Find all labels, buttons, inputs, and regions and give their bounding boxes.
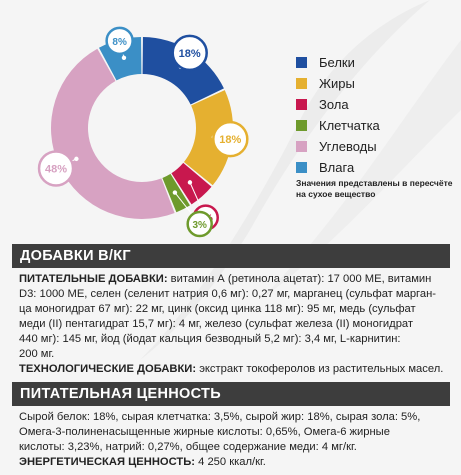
leader-dot-ash [187,180,193,185]
energy-line: ЭНЕРГЕТИЧЕСКАЯ ЦЕННОСТЬ: 4 250 ккал/кг. [19,455,449,470]
nutritional-additives-line-6: 200 мг. [19,348,55,360]
badge-carbs [37,150,75,187]
badge-label-fiber: 3% [192,220,207,231]
legend-label-fat: Жиры [319,75,355,91]
nutritional-additives-text-1: витамин А (ретинола ацетат): 17 000 МЕ, … [170,273,432,285]
additives-text: ПИТАТЕЛЬНЫЕ ДОБАВКИ: витамин А (ретинола… [19,272,449,377]
legend-label-carbs: Углеводы [319,138,377,154]
nutritional-additives-line-1: ПИТАТЕЛЬНЫЕ ДОБАВКИ: витамин А (ретинола… [19,272,449,287]
legend-item-fat: Жиры [296,73,380,93]
nutritional-additives-title: ПИТАТЕЛЬНЫЕ ДОБАВКИ: [19,273,168,285]
tech-additives-text: экстракт токоферолов из растительных мас… [199,363,444,375]
badge-label-fat: 18% [219,134,241,146]
legend-swatch-moisture [296,161,307,173]
badge-label-moisture: 8% [112,37,127,48]
legend-label-moisture: Влага [319,159,355,175]
legend-item-carbs: Углеводы [296,136,380,156]
nutritional-additives-line-4: меди (II) пентагидрат 15,7 мг): 4 мг, же… [19,318,414,330]
nutrition-line-1: Сырой белок: 18%, сырая клетчатка: 3,5%,… [19,411,421,423]
badge-fat [212,120,249,158]
nutrition-header: ПИТАТЕЛЬНАЯ ЦЕННОСТЬ [12,382,450,406]
energy-title: ЭНЕРГЕТИЧЕСКАЯ ЦЕННОСТЬ: [19,456,195,468]
legend: Белки Жиры Зола Клетчатка Углеводы Влага [296,52,380,178]
legend-swatch-carbs [296,140,307,152]
legend-swatch-protein [296,56,307,68]
legend-item-fiber: Клетчатка [296,115,380,135]
tech-additives-title: ТЕХНОЛОГИЧЕСКИЕ ДОБАВКИ: [19,363,197,375]
nutritional-additives-line-3: ца моногидрат 67 мг): 22 мг, цинк (оксид… [19,303,416,315]
nutrition-text: Сырой белок: 18%, сырая клетчатка: 3,5%,… [19,410,449,470]
legend-label-ash: Зола [319,96,349,112]
badge-protein [171,34,208,72]
legend-item-moisture: Влага [296,157,380,177]
legend-item-ash: Зола [296,94,380,114]
additives-header: ДОБАВКИ В/КГ [12,244,450,268]
slice-protein [142,37,224,105]
slice-carbs [51,48,175,220]
legend-label-fiber: Клетчатка [319,117,380,133]
nutrition-line-3: кислоты: 3,23%, натрий: 0,27%, общее сод… [19,441,357,453]
badge-fiber [186,210,213,238]
leader-dot-moisture [121,55,127,60]
badge-moisture [105,26,134,56]
slice-fat [183,90,233,186]
legend-label-protein: Белки [319,54,355,70]
leader-dot-fiber [172,190,178,195]
tech-additives-line: ТЕХНОЛОГИЧЕСКИЕ ДОБАВКИ: экстракт токофе… [19,362,449,377]
legend-swatch-fat [296,77,307,89]
badge-label-protein: 18% [179,48,201,60]
legend-item-protein: Белки [296,52,380,72]
legend-swatch-fiber [296,119,307,131]
nutritional-additives-line-2: D3: 1000 МЕ, селен (селенит натрия 0,6 м… [19,288,437,300]
nutritional-additives-line-5: 440 мг): 145 мг, йод (йодат кальция безв… [19,333,401,345]
energy-value: 4 250 ккал/кг. [198,456,266,468]
badge-label-carbs: 48% [45,163,67,175]
legend-swatch-ash [296,98,307,110]
nutrition-line-2: Омега-3-полиненасыщенные жирные кислоты:… [19,426,390,438]
donut-chart: 18%18%5%3%48%8% [37,26,249,238]
leader-dot-carbs [74,156,79,162]
dry-matter-note: Значения представлены в пересчёте на сух… [296,178,453,199]
